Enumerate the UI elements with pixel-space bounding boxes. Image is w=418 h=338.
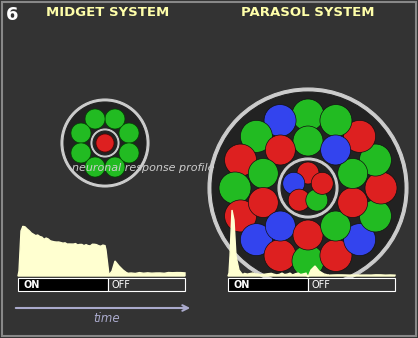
Circle shape	[240, 224, 273, 256]
Circle shape	[265, 211, 296, 241]
Circle shape	[264, 104, 296, 137]
Circle shape	[91, 129, 119, 157]
Circle shape	[359, 200, 391, 232]
Circle shape	[293, 126, 323, 156]
Circle shape	[248, 188, 278, 218]
Circle shape	[265, 135, 296, 165]
Circle shape	[297, 162, 319, 184]
Circle shape	[240, 120, 273, 152]
Circle shape	[96, 134, 114, 152]
Circle shape	[85, 109, 105, 129]
Text: PARASOL SYSTEM: PARASOL SYSTEM	[241, 6, 375, 19]
Circle shape	[119, 143, 139, 163]
Text: time: time	[93, 313, 120, 325]
Circle shape	[292, 99, 324, 131]
Circle shape	[292, 245, 324, 277]
Polygon shape	[18, 226, 185, 276]
Text: OFF: OFF	[112, 280, 131, 290]
Circle shape	[365, 172, 397, 204]
Circle shape	[288, 189, 310, 211]
Bar	[308, 278, 395, 291]
Text: MIDGET SYSTEM: MIDGET SYSTEM	[46, 6, 170, 19]
Circle shape	[320, 239, 352, 271]
Circle shape	[338, 188, 368, 218]
Circle shape	[321, 211, 351, 241]
Circle shape	[119, 123, 139, 143]
Bar	[18, 278, 108, 291]
Circle shape	[61, 99, 149, 187]
Circle shape	[93, 131, 117, 155]
Circle shape	[338, 159, 368, 189]
Bar	[228, 278, 308, 291]
Circle shape	[105, 157, 125, 177]
Circle shape	[224, 144, 257, 176]
Circle shape	[311, 172, 333, 194]
Text: ON: ON	[23, 280, 39, 290]
Circle shape	[264, 239, 296, 271]
Circle shape	[359, 144, 391, 176]
Circle shape	[344, 120, 376, 152]
Circle shape	[278, 158, 338, 218]
Circle shape	[224, 200, 257, 232]
Circle shape	[320, 104, 352, 137]
Circle shape	[64, 102, 146, 184]
Circle shape	[293, 220, 323, 250]
Circle shape	[281, 161, 335, 215]
Circle shape	[85, 157, 105, 177]
Polygon shape	[228, 210, 395, 277]
Circle shape	[105, 109, 125, 129]
Bar	[108, 278, 185, 291]
Text: OFF: OFF	[312, 280, 331, 290]
Circle shape	[306, 189, 328, 211]
Circle shape	[344, 224, 376, 256]
Text: neuronal response profile: neuronal response profile	[72, 163, 214, 173]
Text: ON: ON	[233, 280, 250, 290]
Circle shape	[71, 123, 91, 143]
Circle shape	[71, 143, 91, 163]
Circle shape	[212, 92, 404, 284]
Circle shape	[283, 172, 305, 194]
Circle shape	[248, 159, 278, 189]
Circle shape	[219, 172, 251, 204]
Circle shape	[208, 88, 408, 288]
Text: 6: 6	[6, 6, 18, 24]
Circle shape	[321, 135, 351, 165]
